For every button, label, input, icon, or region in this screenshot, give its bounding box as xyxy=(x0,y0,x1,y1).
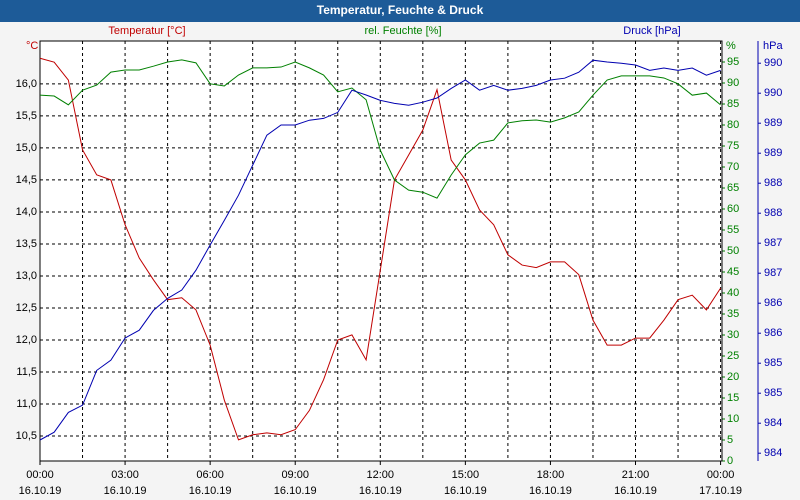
y2-tick-label: 65 xyxy=(727,182,739,194)
legend-label: Temperatur [°C] xyxy=(108,25,185,37)
x-tick-label: 15:00 xyxy=(452,469,480,481)
y2-tick-label: 45 xyxy=(727,266,739,278)
y3-tick-label: 988 xyxy=(764,177,782,189)
y3-tick-label: 990 xyxy=(764,57,782,69)
y-tick-label: 13,0 xyxy=(16,270,37,282)
y3-tick-label: 988 xyxy=(764,207,782,219)
series-line xyxy=(39,59,721,441)
x-tick-date: 16.10.19 xyxy=(104,485,147,497)
y2-tick-label: 40 xyxy=(727,287,739,299)
series-line xyxy=(39,59,721,199)
y2-unit: % xyxy=(726,40,736,52)
y2-tick-label: 50 xyxy=(727,245,739,257)
y2-tick-label: 85 xyxy=(727,98,739,110)
y3-unit: hPa xyxy=(763,40,783,52)
y3-tick-label: 990 xyxy=(764,87,782,99)
y3-tick-label: 987 xyxy=(764,237,782,249)
x-tick-label: 21:00 xyxy=(622,469,650,481)
y-tick-label: 14,5 xyxy=(16,174,37,186)
y-tick-label: 16,0 xyxy=(16,78,37,90)
y2-tick-label: 25 xyxy=(727,350,739,362)
y2-tick-label: 5 xyxy=(727,434,733,446)
series-line xyxy=(39,57,722,441)
y-tick-label: 15,0 xyxy=(16,142,37,154)
y2-tick-label: 90 xyxy=(727,77,739,89)
y-tick-label: 10,5 xyxy=(16,430,37,442)
y-tick-label: 14,0 xyxy=(16,206,37,218)
y2-tick-label: 95 xyxy=(727,56,739,68)
legend-label: rel. Feuchte [%] xyxy=(364,25,441,37)
y-tick-label: 11,0 xyxy=(16,398,37,410)
y2-tick-label: 30 xyxy=(727,329,739,341)
y3-tick-label: 986 xyxy=(764,297,782,309)
y3-tick-label: 984 xyxy=(764,417,782,429)
y3-tick-label: 986 xyxy=(764,327,782,339)
y2-tick-label: 55 xyxy=(727,224,739,236)
y-tick-label: 12,0 xyxy=(16,334,37,346)
y2-tick-label: 60 xyxy=(727,203,739,215)
x-tick-date: 16.10.19 xyxy=(19,485,62,497)
x-tick-date: 16.10.19 xyxy=(359,485,402,497)
x-tick-date: 16.10.19 xyxy=(189,485,232,497)
y3-tick-label: 984 xyxy=(764,447,782,459)
y3-tick-label: 989 xyxy=(764,147,782,159)
plot-area xyxy=(40,41,722,461)
plot-border xyxy=(39,40,723,462)
y-tick-label: 15,5 xyxy=(16,110,37,122)
x-tick-date: 17.10.19 xyxy=(699,485,742,497)
x-tick-date: 16.10.19 xyxy=(274,485,317,497)
title-bar xyxy=(0,0,800,22)
x-tick-date: 16.10.19 xyxy=(444,485,487,497)
y3-tick-label: 989 xyxy=(764,117,782,129)
y-tick-label: 11,5 xyxy=(16,366,37,378)
y3-tick-label: 987 xyxy=(764,267,782,279)
x-tick-label: 18:00 xyxy=(537,469,565,481)
y2-tick-label: 80 xyxy=(727,119,739,131)
y2-tick-label: 70 xyxy=(727,161,739,173)
x-tick-label: 03:00 xyxy=(111,469,139,481)
x-tick-label: 00:00 xyxy=(707,469,735,481)
y2-tick-label: 75 xyxy=(727,140,739,152)
x-tick-label: 00:00 xyxy=(26,469,54,481)
y-tick-label: 13,5 xyxy=(16,238,37,250)
x-tick-date: 16.10.19 xyxy=(529,485,572,497)
x-tick-label: 12:00 xyxy=(367,469,395,481)
y3-tick-label: 985 xyxy=(764,357,782,369)
y3-tick-label: 985 xyxy=(764,387,782,399)
x-tick-label: 09:00 xyxy=(281,469,309,481)
x-tick-label: 06:00 xyxy=(196,469,224,481)
legend-label: Druck [hPa] xyxy=(623,25,680,37)
y2-tick-label: 20 xyxy=(727,371,739,383)
chart-title: Temperatur, Feuchte & Druck xyxy=(317,3,484,17)
y2-tick-label: 10 xyxy=(727,413,739,425)
y2-tick-label: 15 xyxy=(727,392,739,404)
y2-tick-label: 0 xyxy=(727,455,733,467)
y2-tick-label: 35 xyxy=(727,308,739,320)
y-tick-label: 12,5 xyxy=(16,302,37,314)
y-unit: °C xyxy=(26,40,38,52)
x-tick-date: 16.10.19 xyxy=(614,485,657,497)
